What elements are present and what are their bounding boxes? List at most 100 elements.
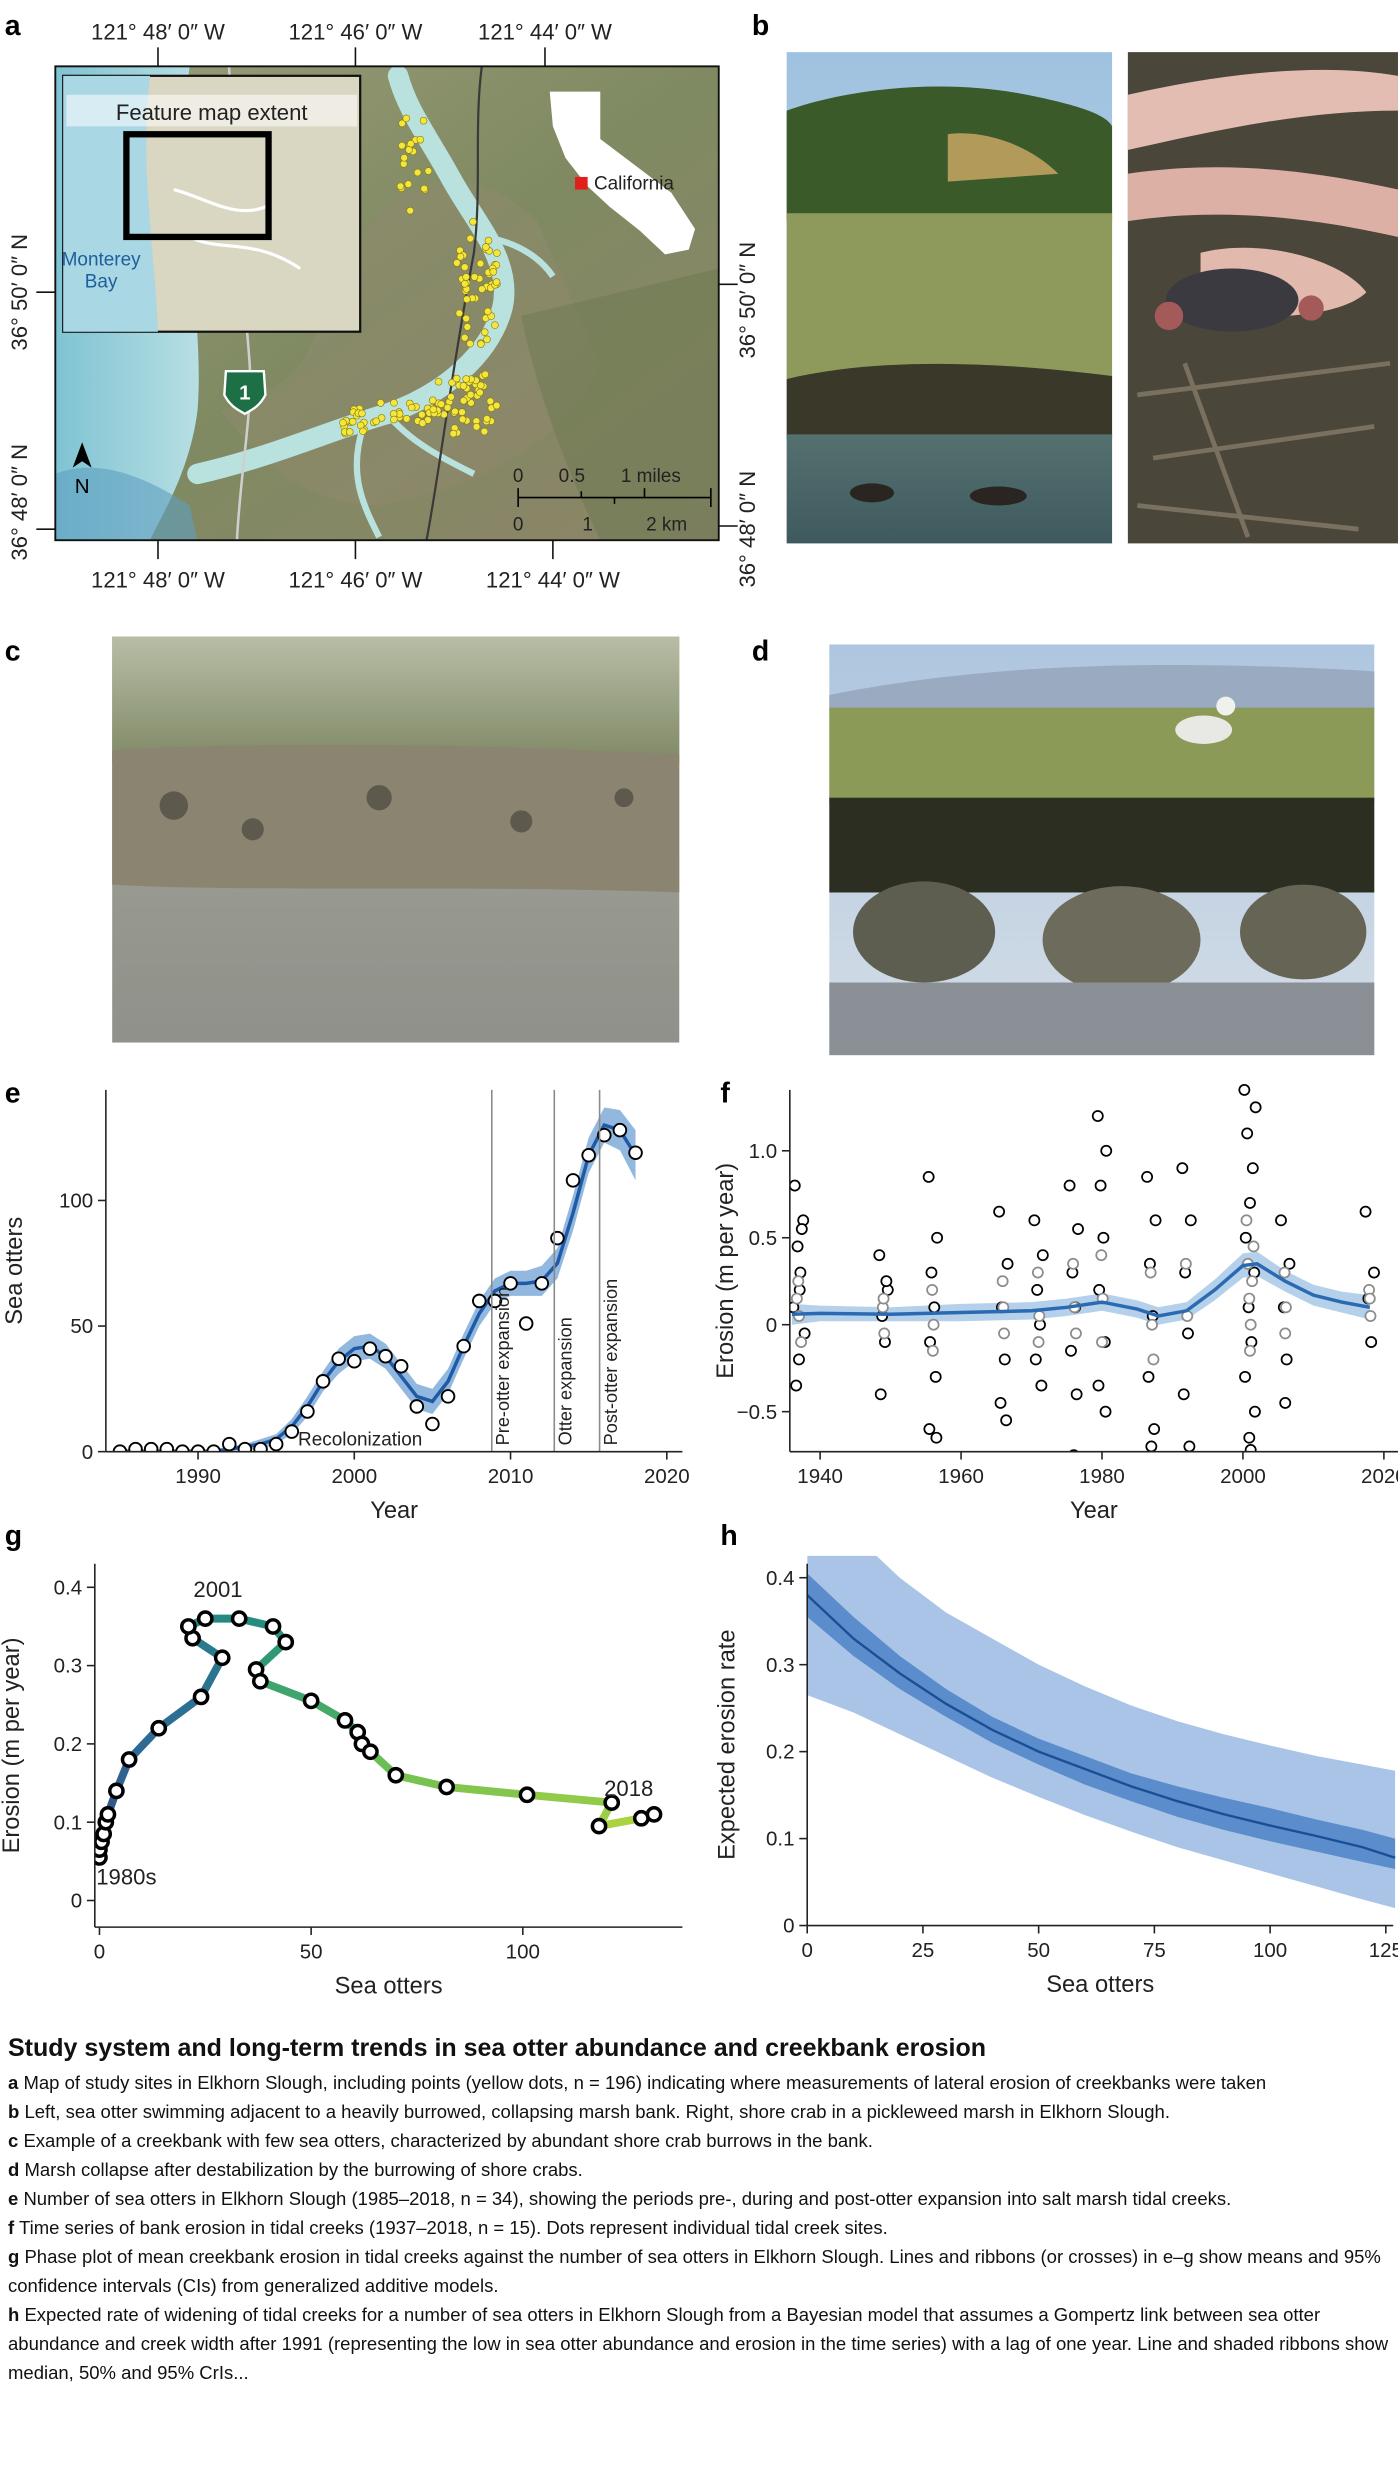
- caption-text: Expected rate of widening of tidal creek…: [8, 2304, 1389, 2383]
- trajectory-segment: [256, 1677, 316, 1705]
- data-point: [1283, 1257, 1296, 1270]
- inset-creek: [173, 188, 302, 270]
- photo-grass: [112, 636, 680, 763]
- y-tick-label: 0.2: [54, 1733, 83, 1756]
- data-point: [150, 1719, 168, 1737]
- site-dot: [492, 278, 501, 286]
- bay-label: Bay: [85, 271, 118, 292]
- y-tick-label: 0: [783, 1915, 794, 1938]
- caption-title: Study system and long-term trends in sea…: [8, 2034, 987, 2062]
- y-axis-label: Erosion (m per year): [0, 1638, 25, 1854]
- data-point: [300, 1404, 315, 1419]
- caption-item: b Left, sea otter swimming adjacent to a…: [8, 2097, 1390, 2126]
- charts: 1990 2000 2010 2020 0 50 100 Year Sea otters Reco…: [0, 1084, 1398, 1999]
- site-dot: [420, 184, 429, 193]
- data-point: [922, 1170, 935, 1183]
- site-dot: [458, 408, 466, 416]
- plot-area: [94, 1610, 663, 1866]
- site-dot: [459, 382, 468, 390]
- route-shield: [223, 370, 267, 416]
- site-dot: [460, 263, 469, 271]
- site-dot: [477, 340, 485, 348]
- photo-rock: [1240, 884, 1367, 980]
- map-hills: [521, 268, 719, 541]
- data-point: [998, 1327, 1010, 1340]
- data-point: [120, 1751, 138, 1768]
- photo-otter: [786, 52, 1113, 544]
- data-point: [440, 1389, 456, 1404]
- y-tick-label: 1.0: [749, 1140, 778, 1163]
- latitude-label: 36° 50′ 0″ N: [7, 234, 32, 351]
- longitude-label: 121° 48′ 0″ W: [91, 568, 225, 593]
- data-point: [581, 1147, 596, 1163]
- data-point: [793, 1353, 805, 1366]
- data-point: [795, 1223, 808, 1235]
- site-dot: [480, 328, 489, 336]
- panel-letter: g: [5, 1520, 22, 1552]
- data-point: [590, 1817, 608, 1835]
- data-point: [1142, 1370, 1155, 1383]
- site-dot: [429, 405, 438, 414]
- site-dot: [402, 414, 411, 423]
- photo-bank: [829, 797, 1375, 893]
- scale-label: 1 miles: [621, 466, 681, 487]
- site-dot: [483, 415, 491, 423]
- data-point: [1241, 1127, 1254, 1140]
- caption-letter: f: [8, 2217, 15, 2238]
- data-point: [190, 1444, 206, 1452]
- data-point: [206, 1444, 221, 1452]
- site-dot: [372, 417, 380, 426]
- x-tick-label: 50: [1027, 1939, 1050, 1962]
- latitude-label: 36° 50′ 0″ N: [735, 242, 760, 359]
- caption-item: e Number of sea otters in Elkhorn Slough…: [8, 2184, 1390, 2213]
- north-label: N: [75, 475, 90, 498]
- site-dot: [451, 407, 459, 416]
- photo-otter: [849, 483, 895, 503]
- site-dot: [407, 403, 416, 412]
- data-point: [230, 1610, 248, 1627]
- site-dot: [418, 410, 426, 419]
- data-point: [518, 1316, 534, 1331]
- site-dot: [339, 418, 347, 427]
- site-dot: [405, 146, 413, 154]
- map: Feature map extent Monterey Bay Californ…: [7, 19, 760, 592]
- caption-item: a Map of study sites in Elkhorn Slough, …: [8, 2068, 1390, 2097]
- data-point: [237, 1441, 253, 1452]
- data-point: [264, 1618, 282, 1635]
- data-point: [438, 1778, 455, 1796]
- california-outline: [549, 91, 696, 255]
- site-dot: [482, 243, 490, 251]
- caption-item: f Time series of bank erosion in tidal c…: [8, 2213, 1390, 2242]
- site-dot: [390, 398, 398, 407]
- chart-scatter: 1940 1960 1980 2000 2020 −0.5 0 0.5 1.0 Year Erosi…: [713, 1084, 1398, 1524]
- site-dot: [428, 396, 437, 405]
- point-label: 1980s: [96, 1864, 156, 1889]
- caption-letter: a: [8, 2072, 19, 2093]
- site-dot: [491, 321, 499, 329]
- site-dot: [402, 114, 411, 123]
- photo-burrow: [366, 785, 392, 811]
- site-marker: [575, 176, 588, 190]
- photo-water: [829, 982, 1375, 1056]
- data-point: [1246, 1275, 1259, 1288]
- data-point: [791, 1240, 804, 1253]
- site-dot: [396, 182, 405, 191]
- y-tick-label: 0.1: [54, 1811, 83, 1834]
- panel-letter: e: [5, 1078, 21, 1110]
- panel-letter: b: [752, 10, 769, 42]
- data-point: [1141, 1170, 1154, 1183]
- site-dot: [463, 323, 472, 331]
- site-dot: [480, 427, 489, 436]
- photo-mud-bank: [112, 744, 680, 893]
- panel-letter: d: [752, 635, 769, 667]
- data-point: [923, 1423, 936, 1435]
- site-dot: [345, 428, 354, 436]
- caption-text: Time series of bank erosion in tidal cre…: [18, 2217, 888, 2238]
- site-dot: [463, 295, 471, 304]
- x-tick-label: 2020: [644, 1465, 690, 1488]
- caption-item: g Phase plot of mean creekbank erosion i…: [8, 2242, 1390, 2300]
- confidence-band: [807, 1573, 1396, 1870]
- data-point: [1000, 1414, 1013, 1427]
- data-point: [928, 1301, 941, 1314]
- site-dot: [483, 335, 491, 344]
